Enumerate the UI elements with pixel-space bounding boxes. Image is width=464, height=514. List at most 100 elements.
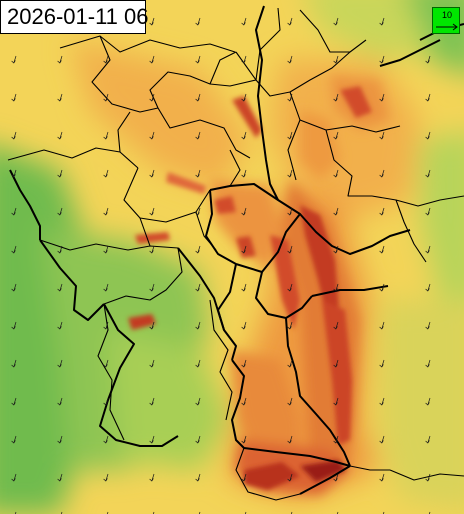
wind-arrow-head: [149, 212, 154, 216]
border-line: [91, 35, 159, 113]
wind-arrow-head: [425, 288, 430, 292]
border-line: [209, 299, 233, 421]
wind-arrow-head: [333, 212, 338, 216]
region-borders: [7, 7, 464, 501]
wind-arrow-head: [195, 478, 200, 482]
wind-arrow-head: [333, 136, 338, 140]
wind-arrow-head: [195, 60, 200, 64]
wind-arrow-head: [425, 136, 430, 140]
wind-arrow-head: [379, 478, 384, 482]
wind-arrow-head: [149, 22, 154, 26]
wind-arrow-head: [103, 402, 108, 406]
border-line: [149, 71, 257, 109]
border-line: [235, 51, 257, 81]
wind-arrow-head: [425, 326, 430, 330]
wind-arrow-head: [11, 136, 16, 140]
wind-arrow-head: [57, 250, 62, 254]
wind-arrows: [11, 17, 431, 514]
country-border: [209, 183, 411, 255]
wind-arrow-head: [333, 402, 338, 406]
wind-arrow: [337, 511, 339, 514]
country-border: [379, 39, 441, 67]
wind-arrow-head: [333, 364, 338, 368]
wind-arrow-head: [241, 174, 246, 178]
border-line: [255, 51, 351, 97]
wind-arrow-head: [57, 288, 62, 292]
wind-arrow-head: [379, 98, 384, 102]
wind-arrow-head: [195, 402, 200, 406]
wind-arrow-head: [379, 288, 384, 292]
wind-arrow-head: [103, 440, 108, 444]
wind-arrow-head: [379, 440, 384, 444]
border-line: [325, 129, 372, 197]
border-line: [287, 119, 301, 181]
wind-arrow-head: [195, 326, 200, 330]
wind-arrow-head: [149, 136, 154, 140]
wind-arrow-head: [425, 60, 430, 64]
wind-arrow: [245, 511, 247, 514]
country-border: [99, 303, 179, 447]
border-line: [39, 239, 179, 251]
wind-arrow-head: [149, 440, 154, 444]
wind-arrow-head: [287, 326, 292, 330]
wind-arrow: [153, 511, 155, 514]
wind-arrow-head: [379, 22, 384, 26]
wind-arrow-head: [195, 440, 200, 444]
country-border: [231, 359, 351, 467]
wind-arrow-head: [103, 478, 108, 482]
wind-scale-arrow-icon: [436, 23, 458, 31]
wind-arrow-head: [195, 174, 200, 178]
wind-arrow-head: [195, 364, 200, 368]
wind-arrow-head: [287, 288, 292, 292]
wind-arrow-head: [195, 288, 200, 292]
wind-arrow-head: [11, 440, 16, 444]
wind-arrow-head: [103, 326, 108, 330]
wind-arrow-head: [57, 478, 62, 482]
wind-arrow-head: [287, 174, 292, 178]
field-streaks: [128, 86, 372, 490]
wind-arrow-head: [195, 136, 200, 140]
wind-arrow-head: [103, 136, 108, 140]
wind-arrow: [15, 511, 17, 514]
wind-arrow-head: [333, 250, 338, 254]
wind-arrow: [291, 511, 293, 514]
wind-arrow-head: [11, 250, 16, 254]
wind-arrow-head: [149, 98, 154, 102]
wind-arrow-head: [11, 402, 16, 406]
border-line: [299, 9, 367, 53]
wind-arrow-head: [11, 174, 16, 178]
wind-arrow-head: [195, 250, 200, 254]
wind-arrow-head: [379, 212, 384, 216]
wind-arrow-head: [57, 212, 62, 216]
wind-arrow-head: [11, 364, 16, 368]
wind-arrow-head: [379, 402, 384, 406]
country-border: [177, 247, 225, 331]
wind-arrow-head: [333, 22, 338, 26]
wind-arrow-head: [149, 326, 154, 330]
wind-arrow-head: [57, 440, 62, 444]
wind-arrow: [107, 511, 109, 514]
wind-arrow-head: [103, 212, 108, 216]
wind-arrow-head: [287, 250, 292, 254]
wind-arrow-head: [103, 60, 108, 64]
wind-arrow-head: [241, 22, 246, 26]
wind-arrow-head: [241, 478, 246, 482]
wind-arrow-head: [103, 250, 108, 254]
wind-scale-legend: 10: [432, 7, 460, 34]
wind-arrow: [199, 511, 201, 514]
wind-arrow-head: [103, 288, 108, 292]
border-line: [139, 217, 151, 247]
border-line: [103, 247, 183, 305]
wind-arrow-head: [11, 98, 16, 102]
wind-arrow-head: [241, 364, 246, 368]
wind-arrow-head: [287, 478, 292, 482]
wind-arrow-head: [195, 212, 200, 216]
country-border: [255, 271, 313, 319]
wind-arrow-head: [287, 364, 292, 368]
wind-arrow-head: [149, 364, 154, 368]
wind-arrow-head: [425, 364, 430, 368]
wind-arrow-head: [333, 174, 338, 178]
wind-arrow-head: [333, 478, 338, 482]
